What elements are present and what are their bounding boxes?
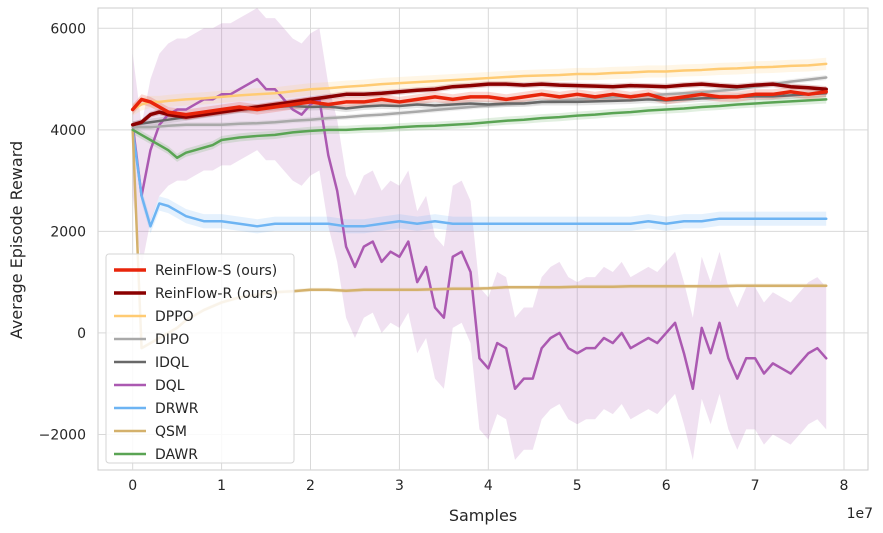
x-tick-label: 6 xyxy=(662,478,671,494)
reinflow-r-ours-legend-label: ReinFlow-R (ours) xyxy=(155,286,278,302)
y-tick-label: 4000 xyxy=(50,123,86,139)
idql-legend-label: IDQL xyxy=(155,355,189,371)
dipo-line xyxy=(131,76,828,129)
y-tick-label: 2000 xyxy=(50,224,86,240)
legend-box xyxy=(105,253,295,464)
dawr-band xyxy=(132,95,827,162)
series-lines xyxy=(130,62,828,391)
drwr-legend-label: DRWR xyxy=(155,401,199,417)
reinflow-s-ours-line xyxy=(130,90,828,117)
dppo-legend-label: DPPO xyxy=(155,309,194,325)
x-tick-label: 3 xyxy=(395,478,404,494)
x-tick-label: 1 xyxy=(217,478,226,494)
dql-line xyxy=(131,77,828,391)
dppo-line xyxy=(131,62,828,111)
dipo-legend-label: DIPO xyxy=(155,332,189,348)
x-tick-label: 4 xyxy=(484,478,493,494)
reinflow-r-ours-line xyxy=(130,82,828,127)
y-tick-label: 6000 xyxy=(50,21,86,37)
legend: ReinFlow-S (ours) ReinFlow-R (ours) DPPO DI… xyxy=(105,253,295,464)
dql-legend-label: DQL xyxy=(155,378,185,394)
x-offset-label: 1e7 xyxy=(847,506,873,522)
tick-labels: 0 1 2 3 4 5 6 7 8 −2000 0 2000 4000 6000 xyxy=(39,21,849,494)
x-tick-label: 5 xyxy=(573,478,582,494)
reinflow-s-ours-legend-label: ReinFlow-S (ours) xyxy=(155,263,277,279)
y-tick-label: −2000 xyxy=(39,427,86,443)
y-tick-label: 0 xyxy=(77,326,86,342)
x-tick-label: 0 xyxy=(128,478,137,494)
qsm-legend-label: QSM xyxy=(155,424,187,440)
y-axis-label: Average Episode Reward xyxy=(7,141,26,339)
dawr-line xyxy=(131,98,828,160)
x-tick-label: 8 xyxy=(840,478,849,494)
dawr-legend-label: DAWR xyxy=(155,447,198,463)
drwr-band xyxy=(132,122,827,234)
x-axis-label: Samples xyxy=(449,506,517,525)
x-tick-label: 7 xyxy=(751,478,760,494)
drwr-line xyxy=(131,128,828,228)
x-tick-label: 2 xyxy=(306,478,315,494)
